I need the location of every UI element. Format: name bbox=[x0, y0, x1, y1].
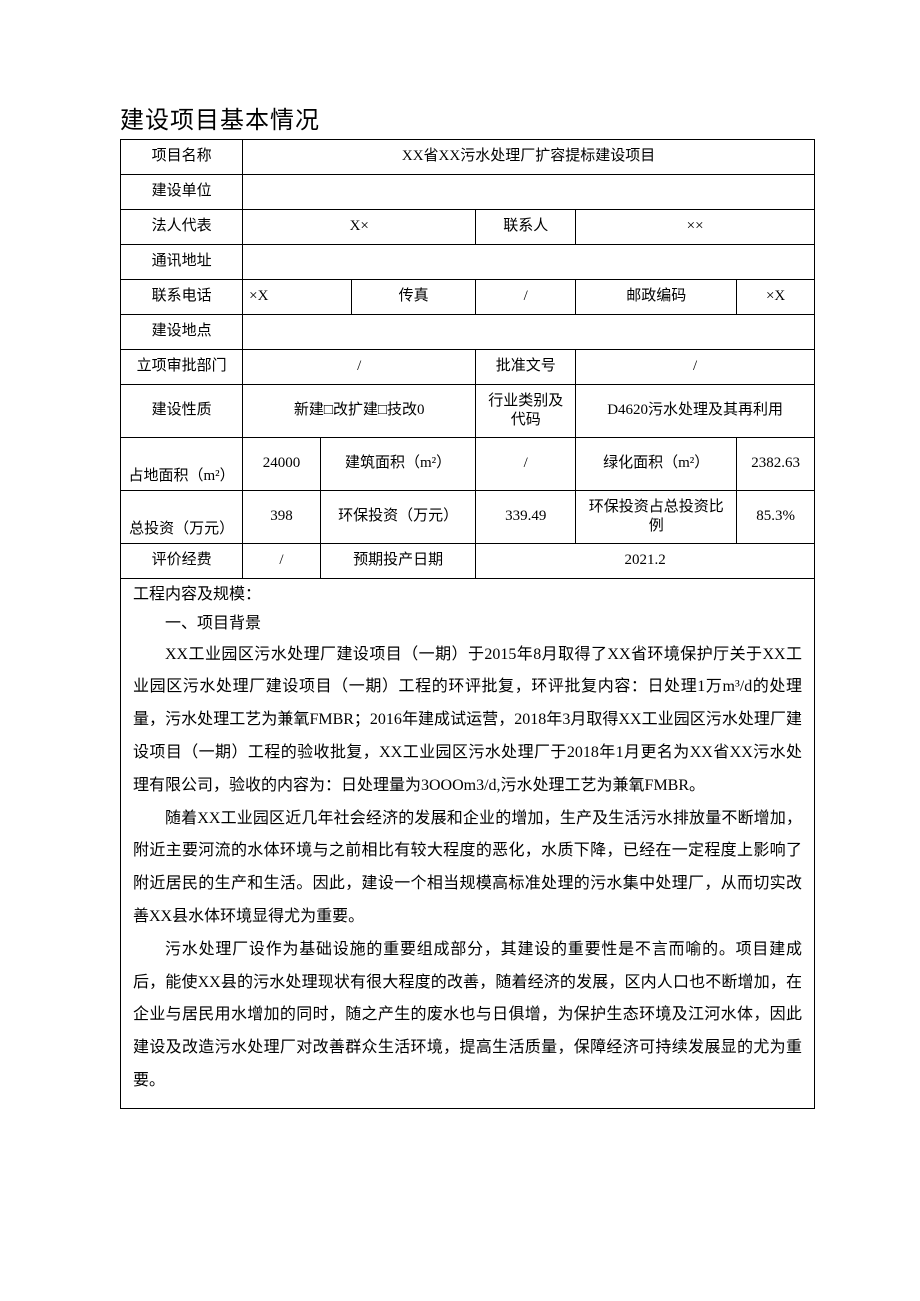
cell-value: / bbox=[476, 438, 576, 491]
content-paragraph: 污水处理厂设作为基础设施的重要组成部分，其建设的重要性是不言而喻的。项目建成后，… bbox=[133, 934, 802, 1098]
table-row: 评价经费 / 预期投产日期 2021.2 bbox=[121, 544, 815, 579]
cell-value: XX省XX污水处理厂扩容提标建设项目 bbox=[243, 140, 815, 175]
table-row: 联系电话 ×X 传真 / 邮政编码 ×X bbox=[121, 280, 815, 315]
cell-label: 行业类别及代码 bbox=[476, 385, 576, 438]
cell-label: 占地面积（m²） bbox=[121, 438, 243, 491]
content-heading: 工程内容及规模： bbox=[133, 581, 802, 610]
table-row: 建设单位 bbox=[121, 175, 815, 210]
cell-value: D4620污水处理及其再利用 bbox=[576, 385, 815, 438]
section-title: 建设项目基本情况 bbox=[120, 100, 815, 135]
cell-label: 环保投资占总投资比例 bbox=[576, 491, 737, 544]
content-section: 工程内容及规模： 一、项目背景 XX工业园区污水处理厂建设项目（一期）于2015… bbox=[120, 579, 815, 1109]
cell-value: / bbox=[576, 350, 815, 385]
cell-value: X× bbox=[243, 210, 476, 245]
cell-value: / bbox=[243, 350, 476, 385]
cell-label: 环保投资（万元） bbox=[320, 491, 475, 544]
cell-value: ×× bbox=[576, 210, 815, 245]
cell-value bbox=[243, 315, 815, 350]
cell-value: 2021.2 bbox=[476, 544, 815, 579]
cell-value: ×X bbox=[243, 280, 352, 315]
cell-value bbox=[243, 175, 815, 210]
table-row: 建设性质 新建□改扩建□技改0 行业类别及代码 D4620污水处理及其再利用 bbox=[121, 385, 815, 438]
table-row: 法人代表 X× 联系人 ×× bbox=[121, 210, 815, 245]
cell-label: 建筑面积（m²） bbox=[320, 438, 475, 491]
cell-label: 传真 bbox=[351, 280, 475, 315]
cell-label: 绿化面积（m²） bbox=[576, 438, 737, 491]
cell-label: 预期投产日期 bbox=[320, 544, 475, 579]
cell-value: 新建□改扩建□技改0 bbox=[243, 385, 476, 438]
content-subheading: 一、项目背景 bbox=[133, 610, 802, 639]
cell-value: ×X bbox=[737, 280, 815, 315]
cell-label: 联系电话 bbox=[121, 280, 243, 315]
table-row: 占地面积（m²） 24000 建筑面积（m²） / 绿化面积（m²） 2382.… bbox=[121, 438, 815, 491]
content-paragraph: 随着XX工业园区近几年社会经济的发展和企业的增加，生产及生活污水排放量不断增加，… bbox=[133, 803, 802, 934]
cell-label: 联系人 bbox=[476, 210, 576, 245]
cell-value: 24000 bbox=[243, 438, 321, 491]
cell-value bbox=[243, 245, 815, 280]
cell-label: 建设地点 bbox=[121, 315, 243, 350]
cell-label: 建设性质 bbox=[121, 385, 243, 438]
cell-value: 2382.63 bbox=[737, 438, 815, 491]
table-row: 总投资（万元） 398 环保投资（万元） 339.49 环保投资占总投资比例 8… bbox=[121, 491, 815, 544]
cell-value: 85.3% bbox=[737, 491, 815, 544]
cell-label: 法人代表 bbox=[121, 210, 243, 245]
info-table: 项目名称 XX省XX污水处理厂扩容提标建设项目 建设单位 法人代表 X× 联系人… bbox=[120, 139, 815, 579]
cell-value: / bbox=[243, 544, 321, 579]
table-row: 立项审批部门 / 批准文号 / bbox=[121, 350, 815, 385]
cell-label: 建设单位 bbox=[121, 175, 243, 210]
table-row: 建设地点 bbox=[121, 315, 815, 350]
cell-label: 立项审批部门 bbox=[121, 350, 243, 385]
cell-label: 邮政编码 bbox=[576, 280, 737, 315]
document-page: 建设项目基本情况 项目名称 XX省XX污水处理厂扩容提标建设项目 建设单位 法人… bbox=[0, 0, 920, 1169]
cell-value: 339.49 bbox=[476, 491, 576, 544]
table-row: 项目名称 XX省XX污水处理厂扩容提标建设项目 bbox=[121, 140, 815, 175]
table-row: 通讯地址 bbox=[121, 245, 815, 280]
cell-label: 通讯地址 bbox=[121, 245, 243, 280]
cell-value: 398 bbox=[243, 491, 321, 544]
cell-label: 项目名称 bbox=[121, 140, 243, 175]
cell-label: 批准文号 bbox=[476, 350, 576, 385]
cell-label: 总投资（万元） bbox=[121, 491, 243, 544]
content-paragraph: XX工业园区污水处理厂建设项目（一期）于2015年8月取得了XX省环境保护厅关于… bbox=[133, 639, 802, 803]
cell-value: / bbox=[476, 280, 576, 315]
cell-label: 评价经费 bbox=[121, 544, 243, 579]
